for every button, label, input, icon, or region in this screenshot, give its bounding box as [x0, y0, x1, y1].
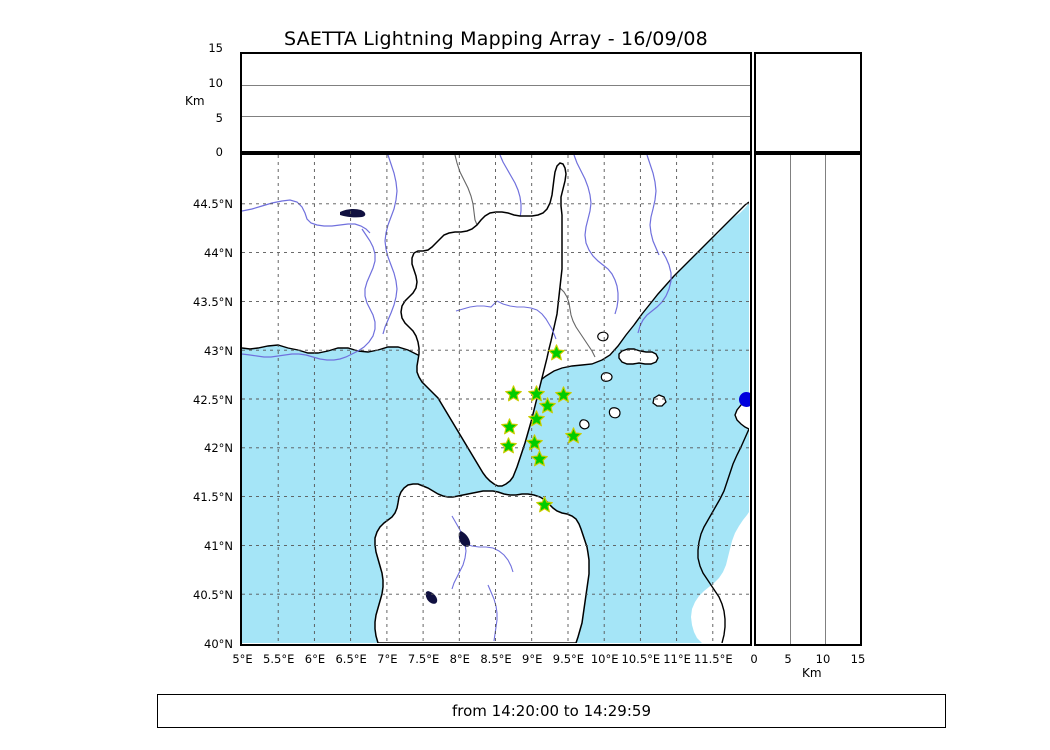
map-ytick-2: 41°N — [204, 538, 233, 553]
right-xtick-10: 10 — [815, 652, 831, 666]
lma-station-marker[interactable] — [536, 496, 554, 513]
map-xtick-7: 8.5°E — [480, 652, 512, 666]
map-ytick-5: 42.5°N — [193, 392, 233, 407]
lma-station-marker[interactable] — [528, 409, 545, 427]
top-ytick-0: 0 — [215, 145, 223, 159]
right-xtick-15: 15 — [850, 652, 866, 666]
gridline-alt-10 — [242, 84, 750, 86]
map-ytick-7: 43.5°N — [193, 294, 233, 309]
map-xtick-3: 6.5°E — [335, 652, 367, 666]
altitude-vs-latitude-panel[interactable] — [754, 153, 862, 646]
altitude-histogram-panel[interactable] — [754, 52, 862, 153]
lma-station-marker[interactable] — [548, 344, 566, 361]
right-xtick-5: 5 — [784, 652, 792, 666]
map-ytick-3: 41.5°N — [193, 490, 233, 505]
map-xtick-12: 11°E — [663, 652, 691, 666]
top-ytick-10: 10 — [208, 76, 223, 90]
gridline-alt-5 — [242, 116, 750, 118]
map-ytick-0: 40°N — [204, 636, 233, 651]
map-ytick-1: 40.5°N — [193, 587, 233, 602]
lma-station-marker[interactable] — [565, 426, 583, 444]
lma-station-marker[interactable] — [501, 418, 519, 435]
map-xtick-6: 8°E — [449, 652, 470, 666]
lma-station-marker[interactable] — [538, 397, 556, 414]
top-ytick-15: 15 — [208, 41, 223, 55]
lma-station-marker[interactable] — [525, 434, 543, 451]
map-ytick-9: 44.5°N — [193, 197, 233, 212]
time-window-statusbar: from 14:20:00 to 14:29:59 — [157, 694, 946, 728]
map-graphic — [242, 155, 749, 643]
map-ytick-8: 44°N — [204, 246, 233, 261]
map-xtick-4: 7°E — [377, 652, 398, 666]
map-xtick-10: 10°E — [590, 652, 619, 666]
lma-station-marker[interactable] — [500, 437, 517, 454]
gridline-km-5 — [790, 155, 792, 644]
map-xtick-11: 10.5°E — [621, 652, 661, 666]
right-xtick-0: 0 — [750, 652, 758, 666]
right-panel-xlabel: Km — [802, 666, 822, 680]
altitude-vs-longitude-panel[interactable] — [240, 52, 752, 153]
time-window-text: from 14:20:00 to 14:29:59 — [451, 702, 651, 720]
lma-station-marker[interactable] — [530, 449, 548, 467]
map-xtick-8: 9°E — [522, 652, 543, 666]
top-panel-ylabel: Km — [185, 94, 205, 108]
map-xtick-9: 9.5°E — [552, 652, 585, 666]
lightning-source-marker[interactable] — [738, 391, 750, 407]
map-ytick-6: 43°N — [204, 343, 233, 358]
map-xtick-5: 7.5°E — [407, 652, 440, 666]
lma-station-marker[interactable] — [504, 384, 522, 402]
top-ytick-5: 5 — [215, 111, 223, 125]
map-xtick-2: 6°E — [304, 652, 326, 666]
lma-station-marker[interactable] — [554, 386, 572, 403]
map-ytick-4: 42°N — [204, 441, 233, 456]
map-xtick-13: 11.5°E — [693, 652, 733, 666]
map-xtick-0: 5°E — [232, 652, 253, 666]
map-xtick-1: 5.5°E — [263, 652, 295, 666]
lma-station-marker[interactable] — [528, 384, 545, 402]
map-panel[interactable] — [240, 153, 752, 646]
gridline-km-10 — [824, 155, 826, 644]
page-title: SAETTA Lightning Mapping Array - 16/09/0… — [284, 28, 708, 50]
